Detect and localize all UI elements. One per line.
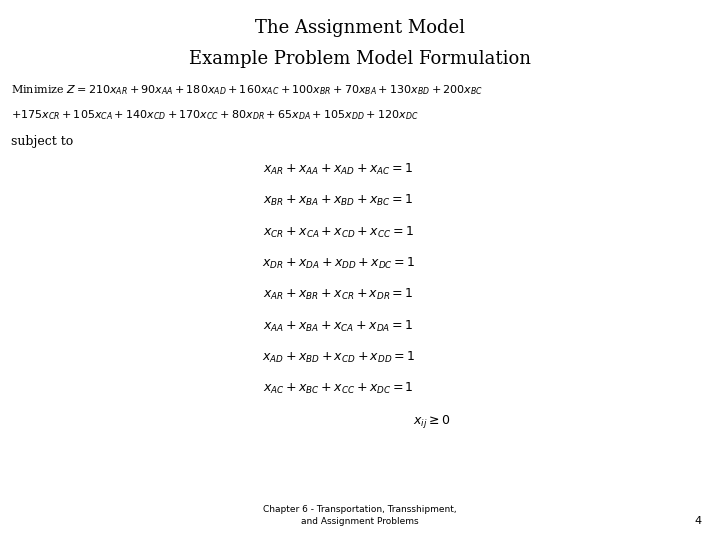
Text: The Assignment Model: The Assignment Model: [255, 19, 465, 37]
Text: $x_{AA} + x_{BA} + x_{CA} + x_{DA} = 1$: $x_{AA} + x_{BA} + x_{CA} + x_{DA} = 1$: [264, 319, 413, 334]
Text: $+ 175x_{CR} + 105x_{CA} + 140x_{CD} + 170x_{CC} + 80x_{DR} + 65x_{DA} + 105x_{D: $+ 175x_{CR} + 105x_{CA} + 140x_{CD} + 1…: [11, 108, 418, 122]
Text: $x_{DR} + x_{DA} + x_{DD} + x_{DC} = 1$: $x_{DR} + x_{DA} + x_{DD} + x_{DC} = 1$: [262, 256, 415, 271]
Text: Example Problem Model Formulation: Example Problem Model Formulation: [189, 50, 531, 68]
Text: Chapter 6 - Transportation, Transshipment,
and Assignment Problems: Chapter 6 - Transportation, Transshipmen…: [264, 505, 456, 526]
Text: subject to: subject to: [11, 135, 73, 148]
Text: $x_{BR} + x_{BA} + x_{BD} + x_{BC} = 1$: $x_{BR} + x_{BA} + x_{BD} + x_{BC} = 1$: [264, 193, 413, 208]
Text: $x_{AC} + x_{BC} + x_{CC} + x_{DC} = 1$: $x_{AC} + x_{BC} + x_{CC} + x_{DC} = 1$: [263, 381, 414, 396]
Text: $x_{AR} + x_{BR} + x_{CR}  + x_{DR} = 1$: $x_{AR} + x_{BR} + x_{CR} + x_{DR} = 1$: [263, 287, 414, 302]
Text: $x_{CR} + x_{CA}+ x_{CD} + x_{CC} = 1$: $x_{CR} + x_{CA}+ x_{CD} + x_{CC} = 1$: [263, 225, 414, 240]
Text: Minimize $Z = 210x_{AR} + 90x_{AA} + 180x_{AD} + 160x_{AC} + 100x_{BR} + 70x_{BA: Minimize $Z = 210x_{AR} + 90x_{AA} + 180…: [11, 84, 483, 98]
Text: $x_{AR} + x_{AA} + x_{AD}+ x_{AC} = 1$: $x_{AR} + x_{AA} + x_{AD}+ x_{AC} = 1$: [264, 162, 413, 177]
Text: $x_{AD}+ x_{BD} + x_{CD} + x_{DD} = 1$: $x_{AD}+ x_{BD} + x_{CD} + x_{DD} = 1$: [262, 350, 415, 365]
Text: 4: 4: [695, 516, 702, 526]
Text: $x_{ij} \geq 0$: $x_{ij} \geq 0$: [413, 413, 451, 429]
